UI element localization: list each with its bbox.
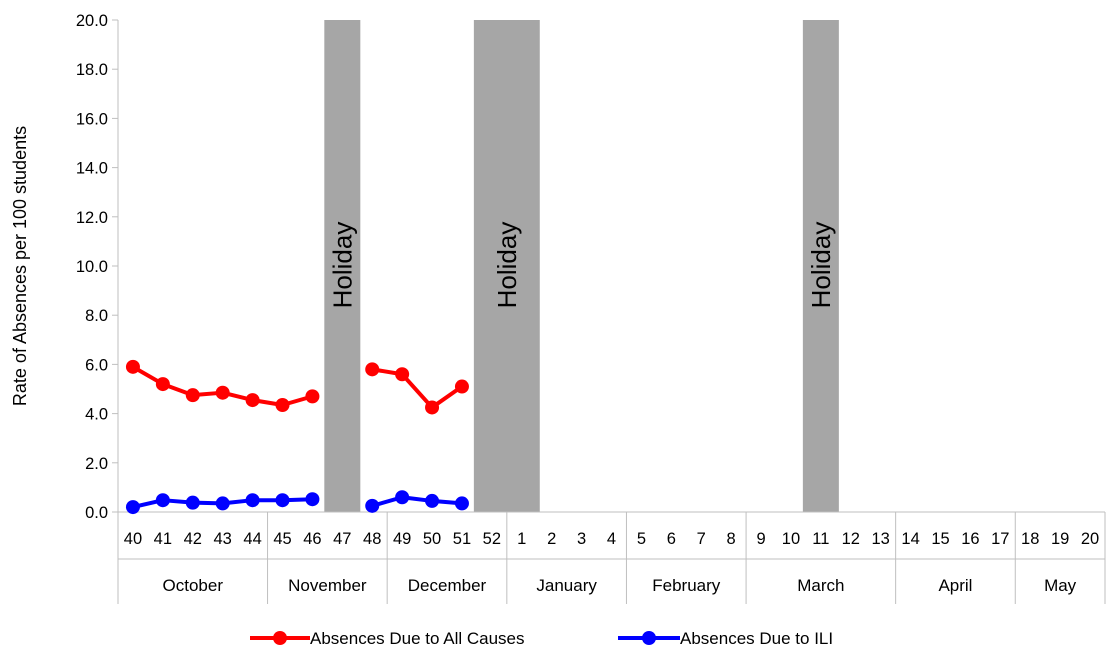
y-tick-label: 12.0 <box>76 209 108 227</box>
month-label: February <box>652 576 721 595</box>
y-axis-label: Rate of Absences per 100 students <box>10 126 30 406</box>
data-point-ili <box>245 493 260 508</box>
x-tick-label: 12 <box>842 530 860 548</box>
data-point-all-causes <box>395 367 410 382</box>
x-tick-label: 48 <box>363 530 381 548</box>
holiday-label-2: Holiday <box>492 222 522 309</box>
y-tick-label: 16.0 <box>76 110 108 128</box>
data-point-all-causes <box>365 362 380 377</box>
legend: Absences Due to All Causes Absences Due t… <box>250 629 833 648</box>
data-point-ili <box>365 498 380 513</box>
data-point-all-causes <box>305 389 320 404</box>
data-point-ili <box>215 496 230 511</box>
data-point-all-causes <box>185 388 200 403</box>
data-point-all-causes <box>155 377 170 392</box>
legend-label-all-causes: Absences Due to All Causes <box>310 629 525 648</box>
x-tick-label: 40 <box>124 530 142 548</box>
legend-label-ili: Absences Due to ILI <box>680 629 833 648</box>
x-tick-label: 13 <box>872 530 890 548</box>
x-tick-label: 8 <box>727 530 736 548</box>
x-tick-label: 17 <box>991 530 1009 548</box>
legend-marker-all-causes <box>273 631 287 645</box>
y-tick-label: 2.0 <box>85 455 108 473</box>
holiday-band-2 <box>473 20 540 512</box>
x-tick-label: 1 <box>517 530 526 548</box>
y-tick-label: 6.0 <box>85 356 108 374</box>
x-tick-label: 43 <box>214 530 232 548</box>
x-tick-label: 9 <box>756 530 765 548</box>
y-tick-label: 18.0 <box>76 61 108 79</box>
series-line-ili <box>371 495 463 508</box>
holiday-band-1 <box>324 20 361 512</box>
y-tick-label: 14.0 <box>76 160 108 178</box>
x-tick-label: 7 <box>697 530 706 548</box>
data-point-all-causes <box>275 397 290 412</box>
data-point-all-causes <box>125 359 140 374</box>
data-point-ili <box>275 493 290 508</box>
x-tick-label: 5 <box>637 530 646 548</box>
x-tick-label: 49 <box>393 530 411 548</box>
holiday-band-3 <box>802 20 839 512</box>
data-point-ili <box>395 490 410 505</box>
x-tick-label: 18 <box>1021 530 1039 548</box>
data-point-ili <box>454 496 469 511</box>
month-label: March <box>797 576 844 595</box>
data-point-ili <box>125 500 140 515</box>
data-point-all-causes <box>425 400 440 415</box>
data-point-all-causes <box>215 385 230 400</box>
x-tick-label: 3 <box>577 530 586 548</box>
y-tick-label: 20.0 <box>76 12 108 30</box>
x-tick-label: 2 <box>547 530 556 548</box>
x-tick-label: 52 <box>483 530 501 548</box>
x-tick-label: 50 <box>423 530 441 548</box>
data-point-all-causes <box>245 393 260 408</box>
legend-marker-ili <box>642 631 656 645</box>
x-tick-label: 44 <box>243 530 261 548</box>
x-tick-label: 19 <box>1051 530 1069 548</box>
x-tick-label: 11 <box>812 530 829 548</box>
x-tick-label: 51 <box>453 530 471 548</box>
data-point-ili <box>425 493 440 508</box>
x-axis: 40 41 42 43 44 45 46 47 48 49 50 51 52 1 2 3 4 5 6 7 8 9 10 11 1… <box>117 511 1106 604</box>
month-label: May <box>1044 576 1077 595</box>
month-label: October <box>163 576 224 595</box>
x-tick-label: 15 <box>931 530 949 548</box>
y-tick-label: 8.0 <box>85 307 108 325</box>
x-tick-label: 6 <box>667 530 676 548</box>
x-tick-label: 45 <box>273 530 291 548</box>
data-point-ili <box>155 493 170 508</box>
x-tick-label: 4 <box>607 530 616 548</box>
y-tick-label: 4.0 <box>85 406 108 424</box>
data-point-ili <box>185 495 200 510</box>
series-line-all-causes <box>371 367 464 410</box>
x-tick-label: 47 <box>333 530 351 548</box>
x-tick-label: 20 <box>1081 530 1099 548</box>
month-label: November <box>288 576 367 595</box>
holiday-bands: Holiday Holiday Holiday <box>324 20 839 512</box>
y-tick-label: 10.0 <box>76 258 108 276</box>
y-axis: 0.0 2.0 4.0 6.0 8.0 10.0 12.0 14.0 16.0 18.0 20.0 <box>76 12 119 522</box>
x-tick-label: 42 <box>184 530 202 548</box>
x-tick-label: 10 <box>782 530 800 548</box>
data-point-ili <box>305 492 320 507</box>
data-series <box>125 359 469 515</box>
x-tick-label: 16 <box>961 530 979 548</box>
x-tick-label: 46 <box>303 530 321 548</box>
holiday-label-1: Holiday <box>327 222 357 309</box>
month-label: December <box>408 576 487 595</box>
x-tick-label: 14 <box>901 530 919 548</box>
month-label: April <box>938 576 972 595</box>
month-label: January <box>536 576 597 595</box>
data-point-all-causes <box>454 379 469 394</box>
y-tick-label: 0.0 <box>85 504 108 522</box>
holiday-label-3: Holiday <box>806 222 836 309</box>
x-tick-label: 41 <box>154 530 172 548</box>
